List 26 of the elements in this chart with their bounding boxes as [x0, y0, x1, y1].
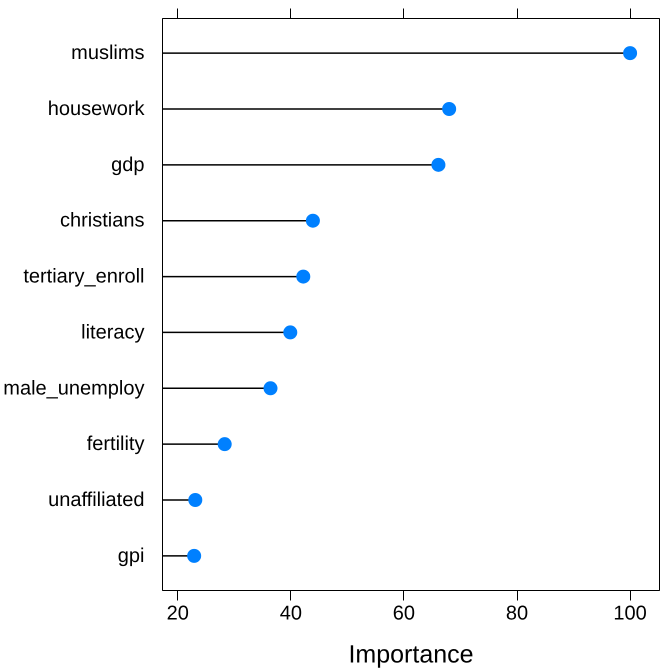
point — [306, 214, 320, 228]
x-tick-label: 20 — [166, 602, 189, 624]
x-tick-label: 40 — [280, 602, 302, 624]
point — [263, 381, 278, 396]
x-axis-title: Importance — [348, 640, 474, 668]
y-tick-label: housework — [48, 98, 146, 120]
y-tick-label: literacy — [81, 321, 145, 344]
x-tick-label: 60 — [392, 602, 416, 624]
point — [623, 46, 638, 60]
point — [296, 270, 310, 284]
x-tick-label: 80 — [506, 602, 528, 624]
point — [442, 102, 456, 116]
y-tick-label: fertility — [86, 433, 145, 456]
y-tick-label: male_unemploy — [3, 377, 145, 400]
y-tick-label: gdp — [111, 154, 145, 176]
y-tick-label: muslims — [71, 42, 145, 64]
point — [283, 325, 298, 340]
point — [187, 548, 202, 563]
x-tick-label: 100 — [613, 602, 647, 624]
y-tick-label: gpi — [118, 544, 145, 567]
y-tick-label: christians — [60, 210, 145, 232]
y-tick-label: tertiary_enroll — [23, 266, 145, 288]
point — [218, 437, 232, 452]
point — [431, 158, 446, 172]
point — [188, 493, 202, 507]
y-tick-label: unaffiliated — [48, 489, 145, 512]
